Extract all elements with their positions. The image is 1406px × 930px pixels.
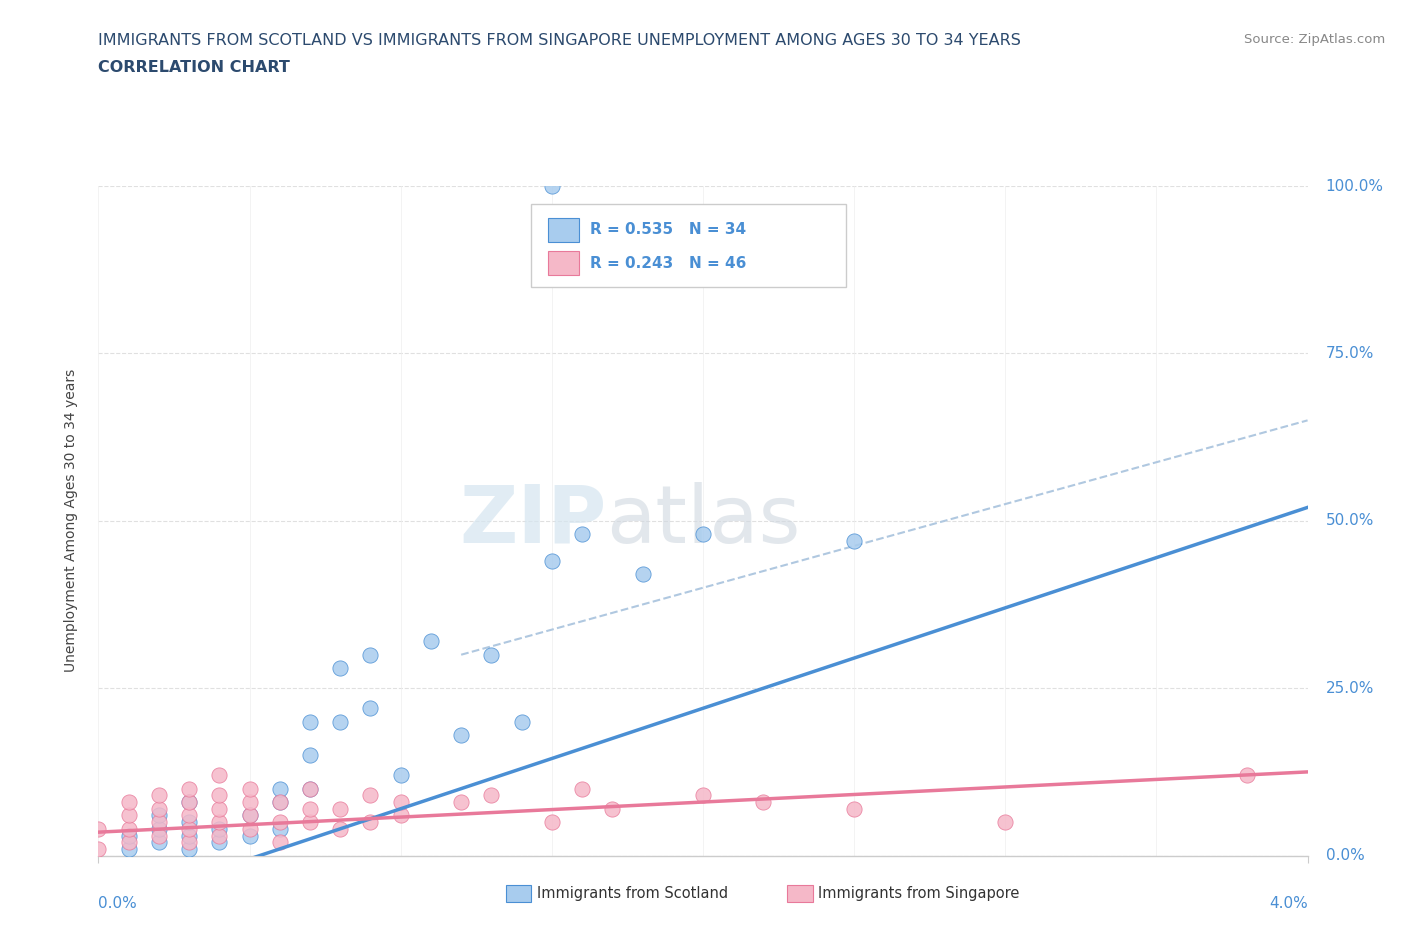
Point bbox=[269, 794, 291, 809]
Point bbox=[118, 821, 141, 836]
Point bbox=[118, 808, 141, 823]
Point bbox=[239, 794, 262, 809]
Y-axis label: Unemployment Among Ages 30 to 34 years: Unemployment Among Ages 30 to 34 years bbox=[65, 369, 79, 672]
Point bbox=[510, 714, 533, 729]
Point bbox=[148, 788, 170, 803]
Point bbox=[179, 835, 201, 850]
Point bbox=[148, 835, 170, 850]
Point bbox=[389, 808, 412, 823]
Text: R = 0.243   N = 46: R = 0.243 N = 46 bbox=[591, 256, 747, 271]
Point bbox=[118, 835, 141, 850]
Point bbox=[87, 821, 110, 836]
Point bbox=[179, 842, 201, 857]
Point bbox=[208, 815, 231, 830]
Text: 75.0%: 75.0% bbox=[1326, 346, 1374, 361]
Text: 100.0%: 100.0% bbox=[1326, 179, 1384, 193]
Text: 0.0%: 0.0% bbox=[98, 896, 138, 910]
Text: Immigrants from Scotland: Immigrants from Scotland bbox=[537, 886, 728, 901]
Point bbox=[239, 828, 262, 843]
Text: ZIP: ZIP bbox=[458, 482, 606, 560]
Point bbox=[179, 808, 201, 823]
Point bbox=[208, 835, 231, 850]
Point bbox=[239, 808, 262, 823]
Point bbox=[752, 794, 775, 809]
Point bbox=[602, 802, 624, 817]
Text: atlas: atlas bbox=[606, 482, 800, 560]
Point bbox=[179, 794, 201, 809]
Text: Source: ZipAtlas.com: Source: ZipAtlas.com bbox=[1244, 33, 1385, 46]
Point bbox=[299, 802, 322, 817]
Point bbox=[148, 821, 170, 836]
Text: 4.0%: 4.0% bbox=[1268, 896, 1308, 910]
Point bbox=[844, 802, 866, 817]
Point bbox=[299, 781, 322, 796]
Point bbox=[479, 647, 503, 662]
Point bbox=[299, 781, 322, 796]
Point bbox=[179, 781, 201, 796]
Point bbox=[994, 815, 1017, 830]
Point bbox=[571, 781, 593, 796]
Text: 50.0%: 50.0% bbox=[1326, 513, 1374, 528]
Point bbox=[208, 768, 231, 783]
Point bbox=[1236, 768, 1258, 783]
Point bbox=[118, 794, 141, 809]
Text: 25.0%: 25.0% bbox=[1326, 681, 1374, 696]
Text: IMMIGRANTS FROM SCOTLAND VS IMMIGRANTS FROM SINGAPORE UNEMPLOYMENT AMONG AGES 30: IMMIGRANTS FROM SCOTLAND VS IMMIGRANTS F… bbox=[98, 33, 1021, 47]
Point bbox=[118, 842, 141, 857]
Point bbox=[359, 701, 381, 716]
Point bbox=[118, 828, 141, 843]
Point bbox=[631, 567, 654, 582]
Point bbox=[239, 781, 262, 796]
Point bbox=[359, 647, 381, 662]
Point bbox=[540, 815, 562, 830]
Point bbox=[208, 788, 231, 803]
Point bbox=[389, 768, 412, 783]
Point bbox=[208, 828, 231, 843]
Point bbox=[179, 815, 201, 830]
Point bbox=[208, 821, 231, 836]
Text: CORRELATION CHART: CORRELATION CHART bbox=[98, 60, 290, 75]
Point bbox=[239, 821, 262, 836]
Point bbox=[208, 802, 231, 817]
Point bbox=[450, 794, 472, 809]
Point bbox=[692, 526, 714, 541]
Point bbox=[359, 815, 381, 830]
Text: Immigrants from Singapore: Immigrants from Singapore bbox=[818, 886, 1019, 901]
Point bbox=[269, 781, 291, 796]
Point bbox=[148, 802, 170, 817]
Point bbox=[329, 821, 352, 836]
Point bbox=[359, 788, 381, 803]
Point bbox=[329, 802, 352, 817]
Point bbox=[148, 828, 170, 843]
Point bbox=[844, 534, 866, 549]
Point bbox=[299, 714, 322, 729]
Point bbox=[692, 788, 714, 803]
Point bbox=[269, 821, 291, 836]
Point bbox=[179, 794, 201, 809]
Point bbox=[540, 553, 562, 568]
Point bbox=[179, 821, 201, 836]
Point bbox=[239, 808, 262, 823]
Point bbox=[571, 526, 593, 541]
Point bbox=[450, 727, 472, 742]
Point bbox=[269, 835, 291, 850]
Point bbox=[179, 828, 201, 843]
Point bbox=[269, 815, 291, 830]
Point bbox=[329, 660, 352, 675]
Point bbox=[299, 815, 322, 830]
Point bbox=[148, 815, 170, 830]
Point bbox=[540, 179, 562, 193]
Point bbox=[299, 748, 322, 763]
Point bbox=[389, 794, 412, 809]
Point bbox=[269, 794, 291, 809]
Point bbox=[329, 714, 352, 729]
Text: R = 0.535   N = 34: R = 0.535 N = 34 bbox=[591, 222, 747, 237]
Point bbox=[419, 634, 441, 649]
Text: 0.0%: 0.0% bbox=[1326, 848, 1364, 863]
Point bbox=[479, 788, 503, 803]
Point bbox=[87, 842, 110, 857]
Point bbox=[148, 808, 170, 823]
